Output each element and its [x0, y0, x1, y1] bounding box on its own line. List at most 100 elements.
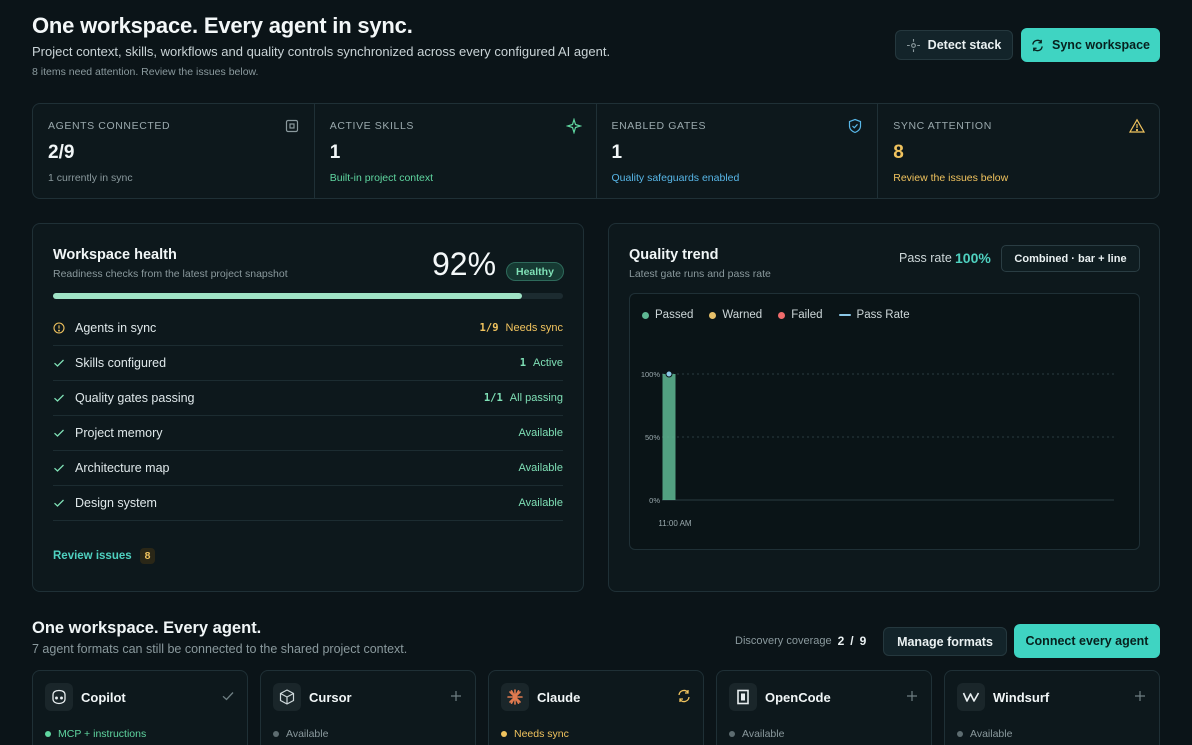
detect-stack-button[interactable]: Detect stack	[895, 30, 1013, 60]
legend-item-pass-rate: Pass Rate	[838, 309, 910, 321]
quality-trend-panel: Quality trend Latest gate runs and pass …	[608, 223, 1160, 592]
legend-item-failed: Failed	[778, 309, 823, 321]
sync-icon	[1032, 39, 1043, 51]
health-progress-fill	[53, 293, 523, 299]
health-row-label: Architecture map	[75, 461, 170, 475]
chart-mode-toggle[interactable]: Combined · bar + line	[1001, 245, 1140, 272]
agent-status-text: Available	[970, 728, 1013, 740]
sync-icon[interactable]	[677, 689, 691, 703]
opencode-logo-icon	[729, 683, 757, 711]
warning-circle-icon	[53, 322, 65, 334]
agent-name: Copilot	[81, 690, 126, 705]
agent-card-copilot[interactable]: Copilot MCP + instructions	[32, 670, 248, 745]
check-icon	[54, 359, 64, 367]
agent-card-cursor[interactable]: Cursor Available	[260, 670, 476, 745]
square-icon	[285, 119, 298, 133]
review-issues-count: 8	[139, 548, 156, 564]
agent-status: Available	[729, 728, 784, 740]
copilot-logo-icon	[45, 683, 73, 711]
y-tick-label: 0%	[649, 496, 660, 505]
agent-name: Claude	[537, 690, 581, 705]
stat-value: 1	[611, 142, 623, 163]
stat-sub: 1 currently in sync	[48, 172, 133, 184]
manage-formats-button[interactable]: Manage formats	[883, 627, 1007, 656]
connect-every-agent-button[interactable]: Connect every agent	[1014, 624, 1160, 658]
health-row-label: Design system	[75, 496, 157, 510]
coverage-total: 9	[859, 634, 867, 648]
attention-notice: 8 items need attention. Review the issue…	[32, 66, 259, 78]
stats-bar: AGENTS CONNECTED 2/9 1 currently in sync…	[32, 103, 1160, 199]
manage-formats-label: Manage formats	[897, 634, 993, 649]
agent-status: Needs sync	[501, 728, 569, 740]
health-row-label: Agents in sync	[75, 321, 157, 335]
trend-subtitle: Latest gate runs and pass rate	[629, 268, 771, 280]
stat-value: 2/9	[48, 142, 75, 163]
windsurf-logo-icon	[957, 683, 985, 711]
legend-swatch	[709, 311, 717, 319]
health-row-quality-gates[interactable]: Quality gates passing 1/1 All passing	[53, 381, 563, 416]
health-row-architecture-map[interactable]: Architecture map Available	[53, 451, 563, 486]
sparkle-icon	[565, 118, 582, 134]
health-row-label: Project memory	[75, 426, 163, 440]
health-row-agents-in-sync[interactable]: Agents in sync 1/9 Needs sync	[53, 311, 563, 346]
check-icon	[222, 692, 234, 701]
health-row-status: Available	[518, 462, 563, 474]
status-dot	[273, 731, 279, 737]
legend-item-passed: Passed	[642, 309, 693, 321]
page-title: One workspace. Every agent in sync.	[32, 13, 413, 38]
claude-logo-icon	[501, 683, 529, 711]
health-percent: 92%	[432, 246, 497, 282]
health-progress-track	[53, 293, 563, 299]
sync-workspace-label: Sync workspace	[1052, 38, 1150, 52]
legend-item-warned: Warned	[709, 309, 762, 321]
health-row-count: 1/1	[483, 392, 503, 404]
workspace-health-panel: Workspace health Readiness checks from t…	[32, 223, 584, 592]
plus-icon[interactable]	[905, 689, 919, 703]
agent-status-text: Available	[742, 728, 785, 740]
stat-value: 1	[329, 142, 341, 163]
shield-icon	[849, 118, 862, 134]
stat-label: ENABLED GATES	[611, 120, 707, 132]
review-issues-link[interactable]: Review issues 8	[53, 548, 156, 564]
agent-card-claude[interactable]: Claude Needs sync	[488, 670, 704, 745]
detect-stack-label: Detect stack	[927, 38, 1002, 52]
plus-icon[interactable]	[1133, 689, 1147, 703]
agents-section-subtitle: 7 agent formats can still be connected t…	[32, 642, 408, 656]
warning-icon	[1129, 118, 1145, 133]
health-row-status: Available	[518, 427, 563, 439]
health-row-count: 1/9	[479, 322, 499, 334]
sync-workspace-button[interactable]: Sync workspace	[1021, 28, 1160, 62]
stat-sync-attention: SYNC ATTENTION 8 Review the issues below	[878, 104, 1159, 198]
review-issues-label: Review issues	[53, 550, 132, 562]
agent-card-windsurf[interactable]: Windsurf Available	[944, 670, 1160, 745]
check-icon	[54, 394, 64, 402]
health-row-status: Needs sync	[505, 322, 563, 334]
health-row-skills-configured[interactable]: Skills configured 1 Active	[53, 346, 563, 381]
health-row-status: Active	[533, 357, 563, 369]
health-row-project-memory[interactable]: Project memory Available	[53, 416, 563, 451]
crosshair-icon	[906, 38, 920, 52]
agent-status: Available	[957, 728, 1012, 740]
bar-passed	[662, 374, 676, 500]
health-row-design-system[interactable]: Design system Available	[53, 486, 563, 521]
legend-swatch	[778, 311, 786, 319]
agent-card-opencode[interactable]: OpenCode Available	[716, 670, 932, 745]
health-subtitle: Readiness checks from the latest project…	[53, 268, 288, 280]
agent-name: Cursor	[309, 690, 352, 705]
health-row-count: 1	[519, 357, 527, 369]
legend-label: Passed	[655, 309, 694, 321]
coverage-label: Discovery coverage	[735, 635, 832, 647]
agent-status: Available	[273, 728, 328, 740]
y-tick-label: 50%	[645, 433, 660, 442]
pass-rate-value: 100%	[955, 250, 991, 266]
check-icon	[54, 464, 64, 472]
stat-label: AGENTS CONNECTED	[48, 120, 171, 132]
page-subtitle: Project context, skills, workflows and q…	[32, 44, 611, 59]
connect-every-agent-label: Connect every agent	[1025, 634, 1149, 648]
agents-section-title: One workspace. Every agent.	[32, 619, 262, 637]
plus-icon[interactable]	[449, 689, 463, 703]
status-dot	[501, 731, 507, 737]
stat-label: SYNC ATTENTION	[893, 120, 992, 132]
agent-status-text: Needs sync	[514, 728, 569, 740]
chart-container: Passed Warned Failed Pass Rate 0% 50% 100%…	[629, 293, 1140, 550]
